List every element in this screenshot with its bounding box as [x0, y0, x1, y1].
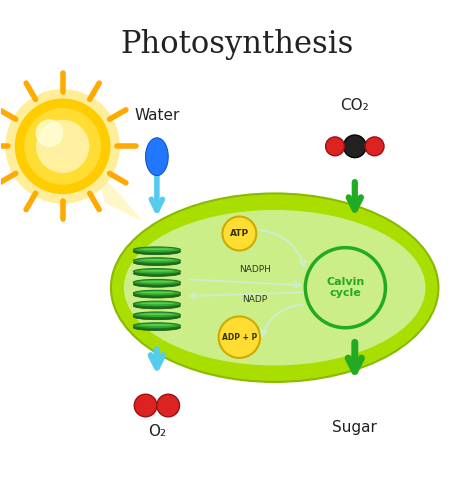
Ellipse shape [139, 292, 174, 294]
Ellipse shape [133, 324, 181, 330]
Ellipse shape [139, 280, 174, 282]
Text: ATP: ATP [230, 229, 249, 238]
Text: NADP: NADP [242, 295, 267, 304]
Ellipse shape [133, 258, 181, 264]
Ellipse shape [133, 303, 181, 309]
Circle shape [219, 316, 260, 358]
Circle shape [25, 108, 100, 184]
Ellipse shape [133, 292, 181, 298]
Ellipse shape [133, 280, 181, 285]
Ellipse shape [133, 247, 181, 252]
Circle shape [6, 90, 119, 203]
Ellipse shape [133, 323, 181, 328]
Ellipse shape [124, 210, 426, 366]
Circle shape [36, 120, 63, 146]
Ellipse shape [139, 270, 174, 272]
Circle shape [222, 216, 256, 250]
Text: CO₂: CO₂ [340, 98, 369, 114]
Ellipse shape [133, 281, 181, 287]
Ellipse shape [133, 270, 181, 276]
Ellipse shape [133, 248, 181, 254]
Text: Photosynthesis: Photosynthesis [120, 28, 354, 60]
Circle shape [16, 99, 110, 194]
Text: ADP + P: ADP + P [222, 332, 257, 342]
Ellipse shape [133, 290, 181, 296]
Ellipse shape [133, 314, 181, 320]
Text: Calvin
cycle: Calvin cycle [326, 277, 365, 298]
Ellipse shape [133, 301, 181, 307]
Circle shape [134, 394, 157, 417]
Ellipse shape [139, 324, 174, 326]
Circle shape [344, 135, 366, 158]
Text: Sugar: Sugar [332, 420, 377, 434]
Ellipse shape [139, 313, 174, 315]
Ellipse shape [133, 260, 181, 266]
Text: O₂: O₂ [148, 424, 166, 440]
Polygon shape [146, 138, 168, 175]
Ellipse shape [133, 312, 181, 318]
Polygon shape [96, 170, 143, 222]
Ellipse shape [139, 248, 174, 250]
Ellipse shape [133, 268, 181, 274]
Text: NADPH: NADPH [239, 266, 271, 274]
Text: Water: Water [134, 108, 180, 123]
Circle shape [326, 137, 345, 156]
Ellipse shape [139, 302, 174, 304]
Ellipse shape [139, 259, 174, 261]
Circle shape [157, 394, 180, 417]
Ellipse shape [111, 194, 438, 382]
Circle shape [36, 120, 89, 172]
Circle shape [365, 137, 384, 156]
